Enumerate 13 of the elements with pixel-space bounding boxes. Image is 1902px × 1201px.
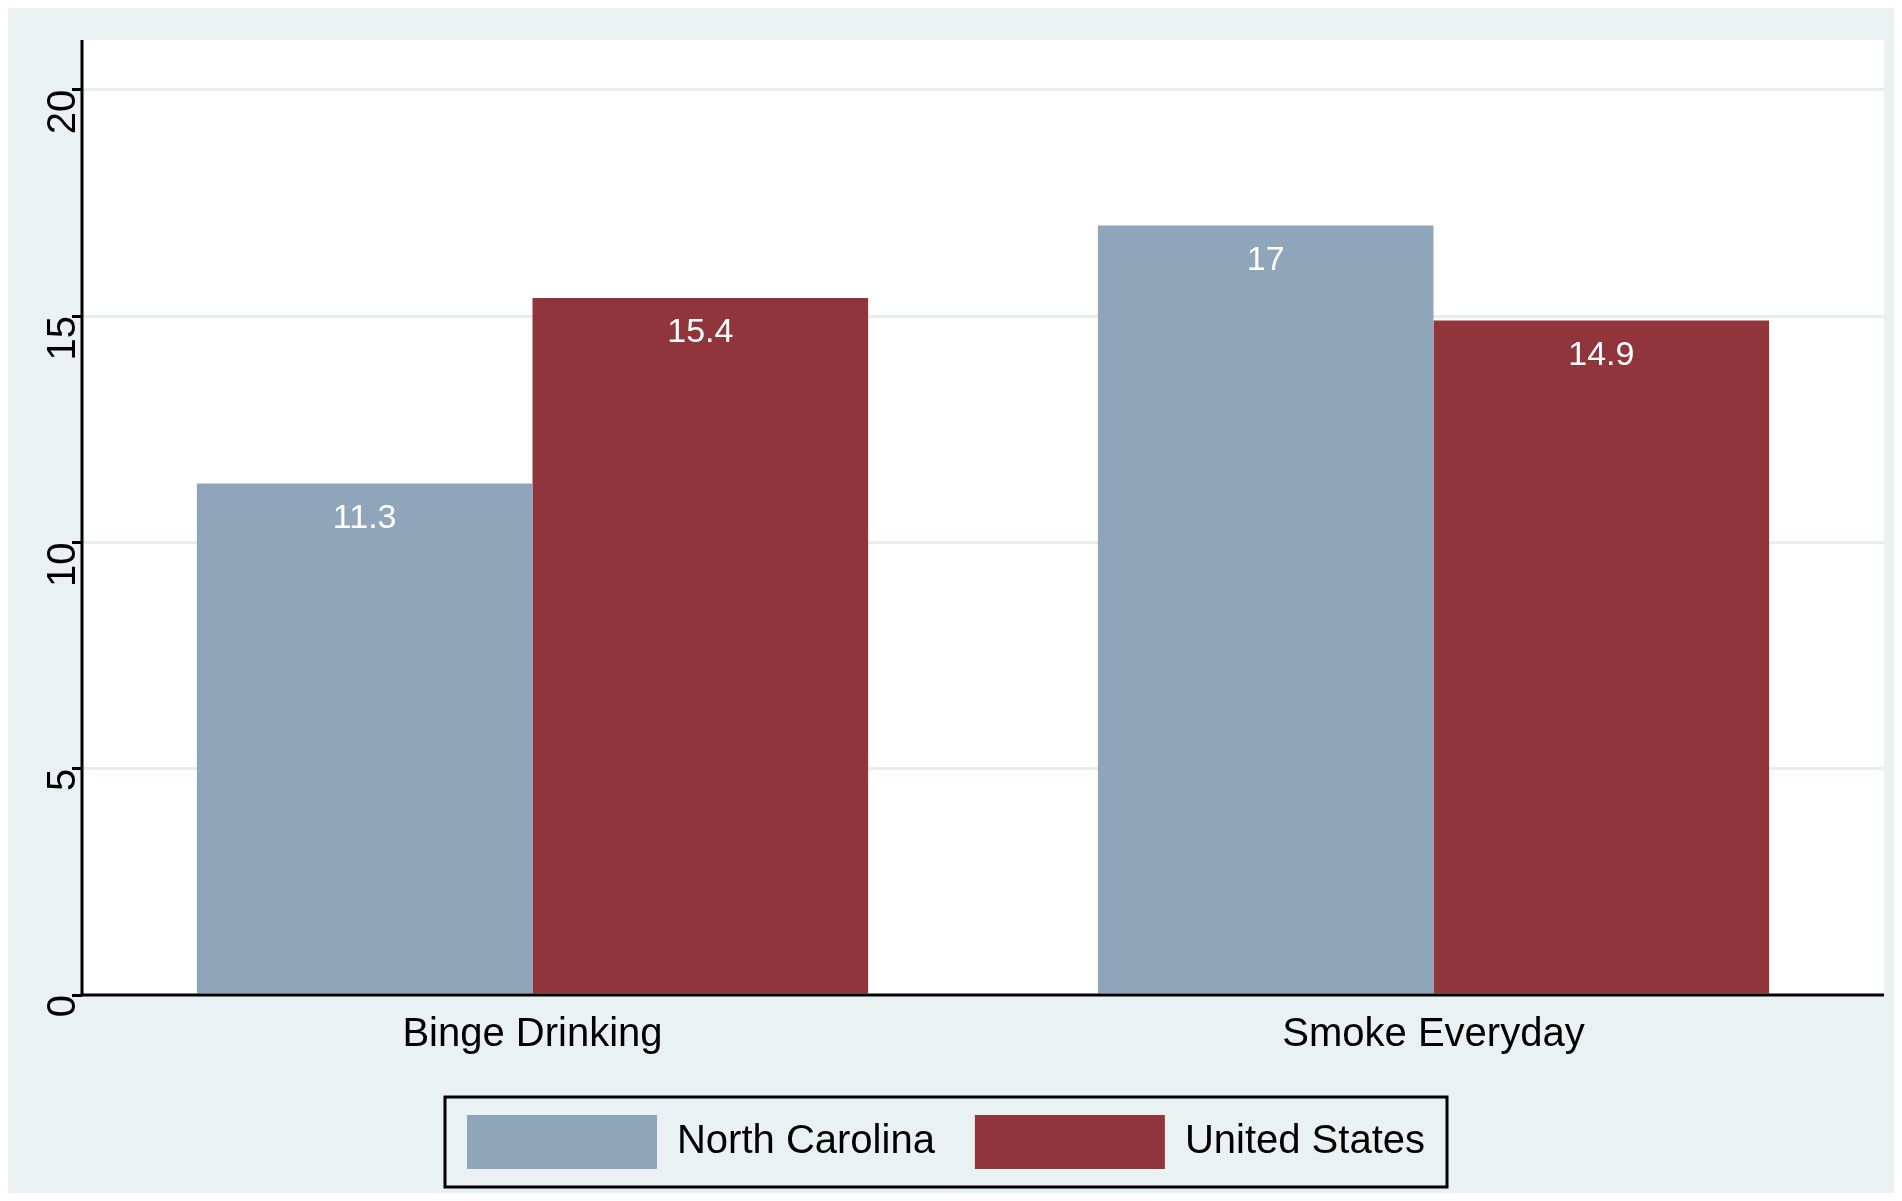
y-tick-label: 10 — [39, 542, 84, 587]
y-tick-label: 20 — [39, 89, 84, 135]
y-tick-label: 15 — [39, 316, 84, 361]
legend-label: United States — [1184, 1117, 1426, 1162]
data-label: 11.3 — [332, 496, 397, 535]
legend-label: North Carolina — [676, 1117, 936, 1162]
data-label: 17 — [1246, 238, 1285, 277]
y-tick-label: 0 — [39, 995, 84, 1018]
x-tick-label: Binge Drinking — [402, 1010, 663, 1055]
x-tick-label: Smoke Everyday — [1282, 1010, 1585, 1055]
data-label: 15.4 — [667, 311, 734, 350]
y-tick-label: 5 — [39, 768, 84, 791]
data-label: 14.9 — [1568, 333, 1635, 372]
